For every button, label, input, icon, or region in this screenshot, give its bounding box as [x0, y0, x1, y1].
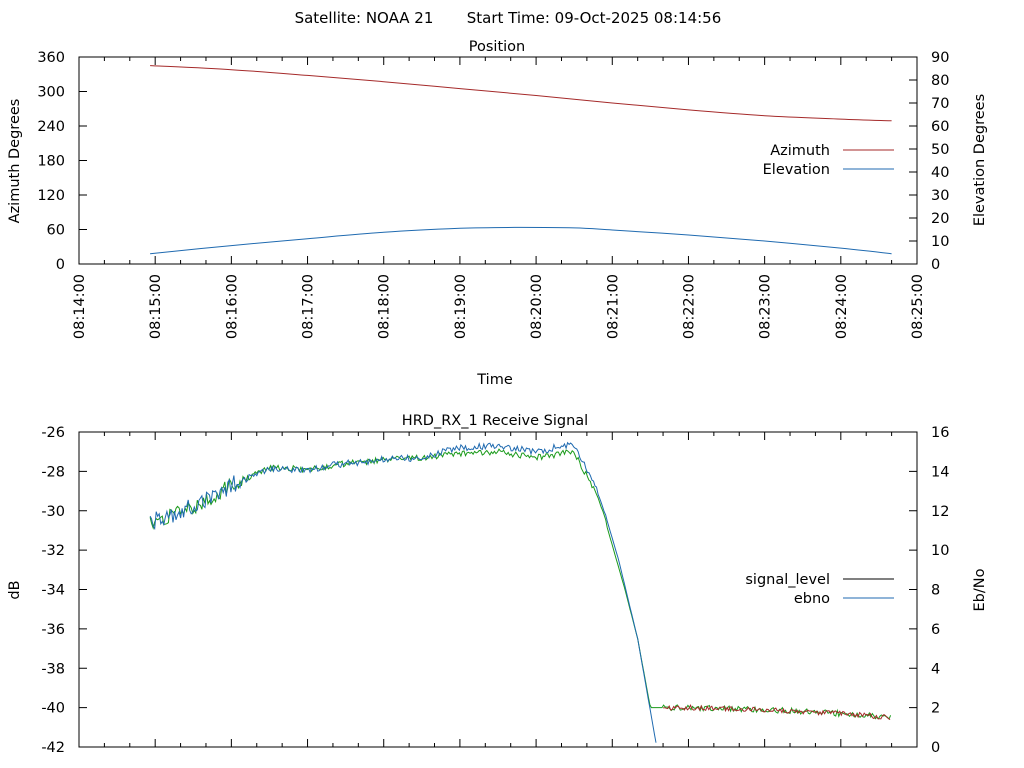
position-y-tick-label: 300 [37, 85, 65, 101]
position-x-tick-label: 08:17:00 [301, 274, 317, 339]
position-x-tick-label: 08:16:00 [224, 274, 240, 339]
position-y2-tick-label: 90 [931, 50, 949, 66]
position-x-axis-label: Time [476, 372, 513, 388]
signal-y2-axis-label: Eb/No [972, 568, 988, 611]
position-x-tick-label: 08:22:00 [681, 274, 697, 339]
position-x-tick-label: 08:15:00 [148, 274, 164, 339]
signal-y2-tick-label: 14 [931, 464, 949, 480]
position-y2-tick-label: 40 [931, 165, 949, 181]
position-x-tick-label: 08:25:00 [910, 274, 926, 339]
position-y-tick-label: 60 [47, 223, 65, 239]
signal-y-tick-label: -26 [41, 425, 65, 441]
position-y-tick-label: 120 [37, 188, 65, 204]
legend-label-signal_level: signal_level [745, 572, 830, 588]
position-y2-tick-label: 10 [931, 234, 949, 250]
position-x-tick-label: 08:14:00 [72, 274, 88, 339]
signal-y2-tick-label: 4 [931, 661, 940, 677]
position-y-tick-label: 360 [37, 50, 65, 66]
position-y2-tick-label: 60 [931, 119, 949, 135]
position-plot-frame [78, 56, 918, 265]
signal-y2-tick-label: 0 [931, 740, 940, 756]
position-y2-tick-label: 30 [931, 188, 949, 204]
signal-y2-tick-label: 2 [931, 701, 940, 717]
series-line-ebno [149, 441, 657, 743]
position-y-tick-label: 180 [37, 154, 65, 170]
start-time-label: Start Time: 09-Oct-2025 08:14:56 [467, 9, 722, 27]
legend-label-ebno: ebno [794, 591, 830, 607]
signal-y-tick-label: -28 [41, 464, 65, 480]
position-y2-tick-label: 20 [931, 211, 949, 227]
legend-label-elevation: Elevation [763, 162, 830, 178]
position-y2-tick-label: 70 [931, 96, 949, 112]
position-chart-title: Position [469, 39, 525, 55]
signal-y2-tick-label: 16 [931, 425, 949, 441]
position-x-tick-label: 08:24:00 [834, 274, 850, 339]
signal-y2-tick-label: 12 [931, 504, 949, 520]
satellite-label: Satellite: NOAA 21 [295, 9, 434, 27]
signal-y-tick-label: -30 [41, 504, 65, 520]
position-x-tick-label: 08:23:00 [758, 274, 774, 339]
legend-label-azimuth: Azimuth [770, 143, 830, 159]
signal-plot-frame [78, 431, 918, 748]
position-y-tick-label: 240 [37, 119, 65, 135]
position-x-tick-label: 08:21:00 [605, 274, 621, 339]
position-y-tick-label: 0 [56, 257, 65, 273]
signal-y-tick-label: -36 [41, 622, 65, 638]
signal-y-tick-label: -42 [41, 740, 65, 756]
position-x-tick-label: 08:19:00 [453, 274, 469, 339]
position-chart: 08:14:00 08:15:00 08:16:00 08:17:00 08:18:00… [37, 50, 949, 339]
signal-chart-title: HRD_RX_1 Receive Signal [402, 413, 588, 429]
position-y2-tick-label: 0 [931, 257, 940, 273]
position-y-axis-label: Azimuth Degrees [7, 99, 23, 224]
signal-y-tick-label: -38 [41, 661, 65, 677]
signal-y-tick-label: -40 [41, 701, 65, 717]
signal-y2-tick-label: 10 [931, 543, 949, 559]
position-x-tick-label: 08:18:00 [377, 274, 393, 339]
series-line-azimuth [150, 65, 892, 122]
signal-y-tick-label: -34 [41, 583, 65, 599]
signal-y-axis-label: dB [7, 580, 23, 599]
position-x-tick-label: 08:20:00 [529, 274, 545, 339]
series-line-signal-level-tail [663, 703, 891, 721]
signal-y-tick-label: -32 [41, 543, 65, 559]
series-line-elevation [150, 226, 892, 255]
position-y2-tick-label: 50 [931, 142, 949, 158]
signal-y2-tick-label: 6 [931, 622, 940, 638]
position-y2-axis-label: Elevation Degrees [972, 94, 988, 226]
signal-y2-tick-label: 8 [931, 583, 940, 599]
series-line-signal_level [149, 448, 892, 720]
position-y2-tick-label: 80 [931, 73, 949, 89]
signal-chart: -42 -40 -38 -36 -34 -32 -30 -28 -26 0 2 4 6 8 10 12 14 16… [41, 425, 949, 756]
